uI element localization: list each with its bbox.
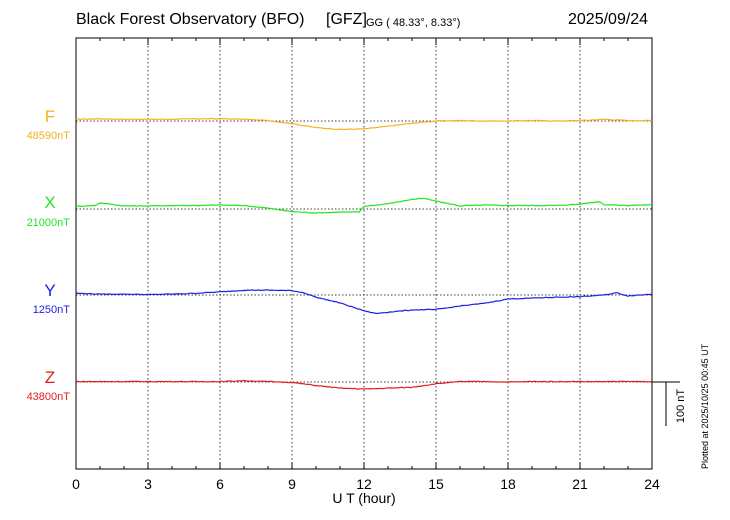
series-name-z: Z [45, 368, 55, 387]
series-line-z [75, 379, 653, 390]
scale-bar-label: 100 nT [675, 389, 687, 424]
x-tick-label: 0 [72, 476, 80, 492]
chart-title: Black Forest Observatory (BFO) [76, 11, 305, 28]
series-line-x [75, 197, 653, 214]
chart-grid [75, 37, 680, 470]
series-name-f: F [45, 107, 55, 126]
x-tick-label: 12 [356, 476, 372, 492]
series-line-y [75, 289, 653, 315]
plotted-note: Plotted at 2025/10/25 00:45 UT [700, 343, 710, 469]
x-tick-label: 9 [288, 476, 296, 492]
x-tick-label: 24 [644, 476, 660, 492]
x-tick-label: 15 [428, 476, 444, 492]
chart-labels: 0 3 6 9 12 15 18 21 24 U T (hour) F 48590nT X 21000nT… [27, 107, 687, 506]
series-name-x: X [44, 193, 55, 212]
series-line-f [75, 117, 653, 131]
series-baseline-f: 48590nT [27, 130, 71, 142]
series-baseline-z: 43800nT [27, 391, 71, 403]
institute-label: [GFZ] [326, 11, 367, 28]
x-tick-label: 18 [500, 476, 516, 492]
plot-date: 2025/09/24 [568, 11, 649, 28]
chart-traces [75, 117, 653, 390]
x-axis-label: U T (hour) [332, 490, 395, 506]
series-baseline-y: 1250nT [33, 304, 71, 316]
series-baseline-x: 21000nT [27, 217, 71, 229]
series-name-y: Y [44, 281, 55, 300]
x-tick-label: 6 [216, 476, 224, 492]
x-tick-label: 21 [572, 476, 588, 492]
x-tick-label: 3 [144, 476, 152, 492]
station-coords: GG ( 48.33°, 8.33°) [366, 17, 461, 29]
